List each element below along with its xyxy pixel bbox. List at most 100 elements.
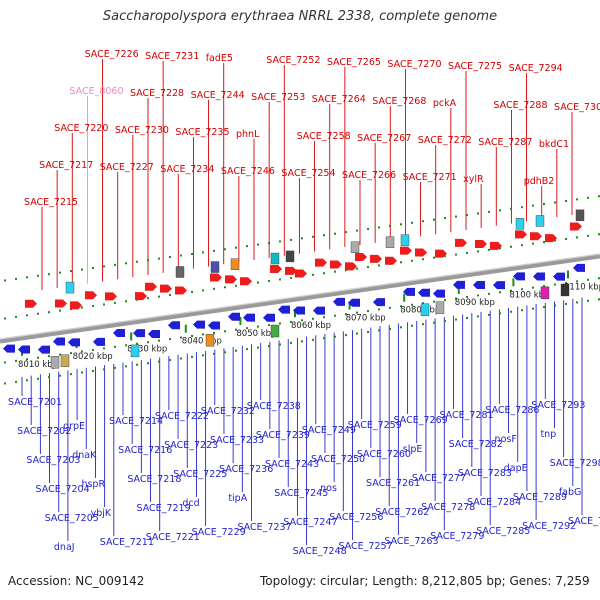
track-dot: [202, 251, 204, 254]
track-dot: [114, 301, 116, 304]
reverse-gene-arrow: [193, 320, 205, 329]
track-dot: [499, 312, 501, 315]
forward-gene-label: SACE_7234: [160, 164, 214, 175]
reverse-gene-label: SACE_7245: [274, 488, 328, 499]
track-dot: [422, 220, 424, 223]
reverse-gene-label: SACE_7263: [384, 536, 438, 547]
track-dot: [158, 295, 160, 298]
track-dot: [334, 335, 336, 338]
reverse-gene-label: SACE_7262: [375, 507, 429, 518]
track-dot: [103, 303, 105, 306]
gene-labels: SACE_7215 SACE_7217 SACE_7220 SACE_8060 SACE…: [8, 49, 600, 557]
track-dot: [323, 337, 325, 340]
track-dot: [92, 369, 94, 372]
track-dot: [532, 307, 534, 310]
reverse-gene-arrow: [533, 272, 545, 281]
track-dot: [224, 351, 226, 354]
track-dot: [169, 359, 171, 362]
reverse-gene-label: SACE_7218: [127, 474, 181, 485]
forward-gene-arrow: [70, 301, 82, 310]
track-dot: [543, 306, 545, 309]
forward-gene-label: SACE_7252: [266, 55, 320, 66]
track-dot: [598, 277, 600, 280]
gene-block: [400, 234, 410, 246]
track-dot: [70, 352, 72, 355]
forward-gene-arrow: [25, 299, 37, 308]
reverse-gene-label: SACE_7243: [265, 459, 319, 470]
reverse-gene-label: SACE_7216: [118, 445, 172, 456]
track-dot: [114, 366, 116, 369]
track-dot: [389, 224, 391, 227]
reverse-gene-label: SACE_7257: [338, 541, 392, 552]
track-dot: [378, 264, 380, 267]
forward-gene-arrow: [145, 282, 157, 291]
track-dot: [257, 281, 259, 284]
track-dot: [70, 373, 72, 376]
gene-block: [540, 286, 550, 299]
track-dot: [169, 294, 171, 297]
reverse-gene-label: SACE_7278: [421, 502, 475, 513]
reverse-gene-label: SACE_7283: [458, 468, 512, 479]
track-dot: [323, 234, 325, 237]
reverse-gene-arrow: [228, 312, 240, 321]
track-dot: [554, 201, 556, 204]
forward-gene-label: SACE_7267: [357, 133, 411, 144]
reverse-gene-label: SACE_7238: [247, 401, 301, 412]
reverse-gene-label: SACE_7285: [476, 526, 530, 537]
track-dot: [15, 359, 17, 362]
reverse-gene-label: SACE_7221: [146, 532, 200, 543]
track-dot: [114, 263, 116, 266]
reverse-gene-arrow: [453, 280, 465, 289]
track-dot: [477, 212, 479, 215]
forward-gene-arrow: [135, 292, 147, 301]
forward-gene-label: SACE_7287: [478, 137, 532, 148]
forward-gene-label: SACE_7288: [493, 100, 547, 111]
reverse-gene-label: nos: [320, 483, 337, 494]
track-dot: [279, 322, 281, 325]
track-dot: [400, 223, 402, 226]
track-dot: [147, 297, 149, 300]
forward-gene-label: SACE_7275: [448, 61, 502, 72]
accession-text: Accession: NC_009142: [8, 574, 145, 588]
gene-block: [270, 324, 280, 338]
track-dot: [169, 338, 171, 341]
track-dot: [48, 311, 50, 314]
reverse-gene-arrow: [348, 298, 360, 307]
track-dot: [433, 321, 435, 324]
track-dot: [554, 304, 556, 307]
forward-gene-arrow: [475, 240, 487, 248]
forward-gene-label: SACE_7264: [312, 94, 366, 105]
reverse-gene-label: SACE_7256: [329, 512, 383, 523]
track-dot: [224, 248, 226, 251]
reverse-gene-label: SACE_7292: [522, 521, 576, 532]
scale-label: 8020 kbp: [73, 352, 113, 362]
track-dot: [466, 295, 468, 298]
reverse-gene-label: SACE_7259: [348, 420, 402, 431]
reverse-gene-label: SACE_7260: [357, 449, 411, 460]
track-dot: [147, 259, 149, 262]
reverse-gene-arrow: [473, 281, 485, 289]
track-dot: [81, 306, 83, 309]
forward-gene-arrow: [530, 232, 542, 241]
forward-gene-label: SACE_7253: [251, 92, 305, 103]
track-dot: [103, 368, 105, 371]
track-dot: [257, 325, 259, 328]
track-dot: [422, 258, 424, 261]
forward-gene-label: SACE_7301: [554, 102, 600, 113]
reverse-gene-label: slpE: [403, 444, 423, 455]
reverse-gene-label: SACE_7214: [109, 416, 163, 427]
forward-gene-label: SACE_7228: [130, 88, 184, 99]
track-dot: [235, 246, 237, 249]
track-dot: [59, 271, 61, 274]
track-dot: [213, 331, 215, 334]
track-dot: [411, 259, 413, 262]
track-dot: [521, 309, 523, 312]
track-dot: [422, 323, 424, 326]
track-dot: [576, 198, 578, 201]
track-dot: [521, 206, 523, 209]
track-dot: [367, 228, 369, 231]
forward-gene-label: SACE_7244: [191, 90, 245, 101]
reverse-gene-label: ybjK: [91, 508, 112, 519]
track-dot: [587, 299, 589, 302]
